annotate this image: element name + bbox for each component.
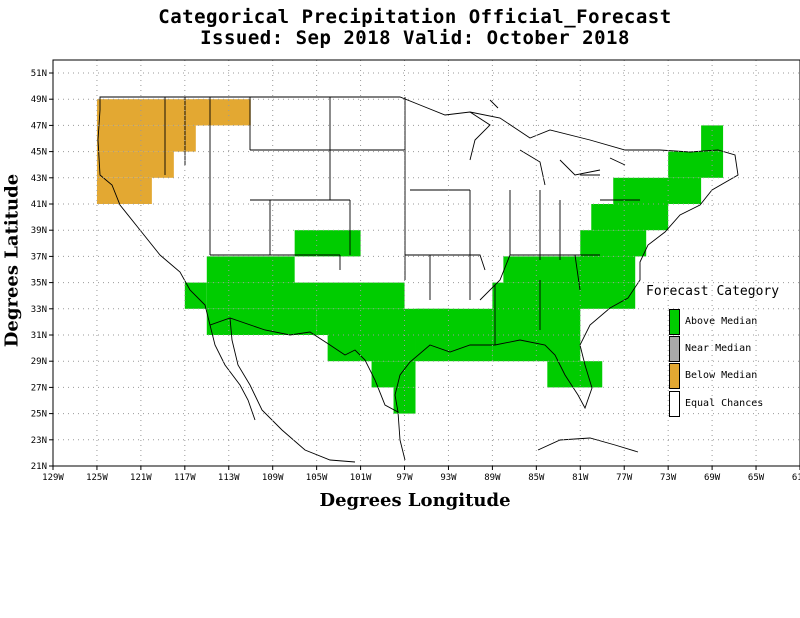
x-tick-label: 121W (130, 473, 152, 483)
y-tick-label: 41N (31, 200, 47, 210)
axis-ticks: 129W 125W 121W 117W 113W 109W 105W 101W 97W 93W 89… (31, 69, 800, 483)
above-median-cell-0 (294, 230, 361, 257)
mexico-coast (229, 317, 406, 463)
legend-label-equal: Equal Chances (685, 398, 764, 409)
forecast-overlay (96, 99, 724, 414)
y-tick-label: 21N (31, 462, 47, 472)
x-tick-label: 77W (616, 473, 633, 483)
legend-swatch-below (669, 363, 680, 389)
x-tick-label: 89W (484, 473, 501, 483)
x-tick-label: 117W (174, 473, 196, 483)
above-median-cell-10 (492, 282, 581, 362)
x-tick-label: 101W (350, 473, 372, 483)
below-median-cell-2 (96, 151, 174, 178)
above-median-cell-18 (701, 125, 724, 152)
x-tick-label: 105W (306, 473, 328, 483)
map-title-line2: Issued: Sep 2018 Valid: October 2018 (200, 27, 630, 49)
legend-swatch-near (669, 336, 680, 362)
y-tick-label: 31N (31, 331, 47, 341)
y-tick-label: 39N (31, 226, 47, 236)
y-tick-label: 25N (31, 410, 47, 420)
x-tick-label: 97W (396, 473, 413, 483)
legend-label-above: Above Median (685, 316, 758, 327)
y-tick-label: 45N (31, 148, 47, 158)
x-tick-label: 61W (792, 473, 800, 483)
y-tick-label: 43N (31, 174, 47, 184)
x-tick-label: 125W (86, 473, 108, 483)
x-tick-label: 109W (262, 473, 284, 483)
above-median-cell-11 (547, 361, 603, 388)
y-tick-label: 23N (31, 436, 47, 446)
above-median-cell-6 (327, 335, 416, 362)
great-lakes (469, 99, 626, 186)
y-tick-label: 37N (31, 252, 47, 262)
x-axis-label: Degrees Longitude (319, 490, 511, 511)
legend-label-below: Below Median (685, 370, 758, 381)
x-tick-label: 93W (440, 473, 457, 483)
above-median-cell-12 (503, 256, 636, 283)
us-outline (97, 96, 739, 413)
above-median-cell-1 (206, 256, 295, 283)
legend-label-near: Near Median (685, 343, 752, 354)
map-title-line1: Categorical Precipitation Official_Forec… (158, 6, 672, 28)
above-median-cell-14 (580, 230, 647, 257)
x-tick-label: 85W (528, 473, 545, 483)
y-tick-label: 49N (31, 95, 47, 105)
y-tick-label: 51N (31, 69, 47, 79)
x-tick-label: 113W (218, 473, 240, 483)
y-axis-label: Degrees Latitude (1, 173, 23, 348)
below-median-cell-1 (96, 125, 196, 152)
legend-title: Forecast Category (646, 284, 780, 299)
cuba (537, 437, 639, 453)
above-median-cell-7 (371, 361, 416, 388)
y-tick-label: 47N (31, 121, 47, 131)
x-tick-label: 69W (704, 473, 721, 483)
map-frame (52, 59, 800, 467)
legend-swatch-above (669, 309, 680, 335)
below-median-cell-3 (96, 177, 152, 204)
state-borders (164, 97, 640, 345)
y-tick-label: 27N (31, 383, 47, 393)
above-median-cell-15 (591, 204, 669, 231)
x-tick-label: 81W (572, 473, 589, 483)
legend-swatch-equal (669, 391, 680, 417)
x-tick-label: 129W (42, 473, 64, 483)
x-tick-label: 65W (748, 473, 765, 483)
above-median-cell-3 (206, 282, 405, 309)
baja-california (209, 324, 256, 421)
below-median-cell-0 (96, 99, 207, 126)
y-tick-label: 33N (31, 305, 47, 315)
below-median-cell-4 (195, 99, 251, 126)
above-median-cell-17 (668, 151, 724, 178)
us-basemap (97, 96, 739, 463)
x-tick-label: 73W (660, 473, 677, 483)
y-tick-label: 35N (31, 279, 47, 289)
above-median-cell-4 (206, 308, 317, 335)
y-tick-label: 29N (31, 357, 47, 367)
